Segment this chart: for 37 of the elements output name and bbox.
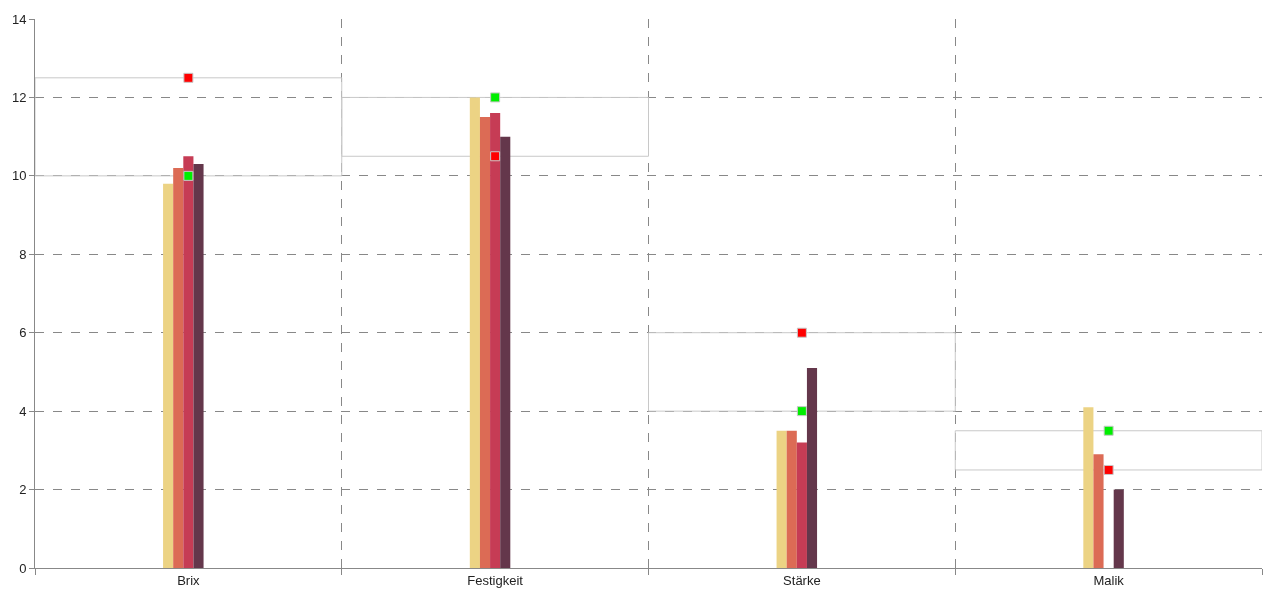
x-tick-label: Brix	[177, 572, 201, 588]
y-tick-label: 6	[19, 325, 27, 341]
point	[796, 406, 807, 417]
bar	[1113, 489, 1124, 568]
bar	[479, 117, 491, 568]
bar	[786, 430, 797, 568]
bar	[806, 368, 818, 568]
point	[1103, 425, 1114, 436]
y-tick-label: 2	[19, 482, 27, 498]
point	[183, 170, 194, 181]
bar	[648, 332, 956, 412]
x-tick-label: Festigkeit	[467, 572, 524, 588]
point	[1103, 464, 1114, 475]
point	[490, 92, 501, 103]
bar	[1093, 454, 1104, 568]
point	[490, 151, 501, 162]
y-tick-label: 4	[19, 403, 27, 419]
bar	[163, 183, 174, 568]
point	[183, 72, 194, 83]
y-tick-label: 10	[11, 168, 27, 184]
y-tick-label: 8	[19, 246, 27, 262]
x-tick-label: Malik	[1093, 572, 1125, 588]
bar	[796, 442, 807, 568]
bar	[500, 136, 511, 568]
y-tick-label: 0	[19, 560, 27, 576]
bar	[1083, 407, 1094, 568]
bar	[173, 168, 184, 568]
bar	[490, 113, 501, 568]
x-tick-label: Stärke	[783, 572, 821, 588]
point	[796, 327, 807, 338]
bar	[193, 164, 204, 568]
y-tick-label: 12	[11, 89, 27, 105]
bar	[183, 156, 194, 568]
bar	[776, 430, 787, 568]
bar	[954, 430, 1262, 471]
y-tick-label: 14	[11, 11, 27, 27]
bar	[469, 97, 480, 568]
